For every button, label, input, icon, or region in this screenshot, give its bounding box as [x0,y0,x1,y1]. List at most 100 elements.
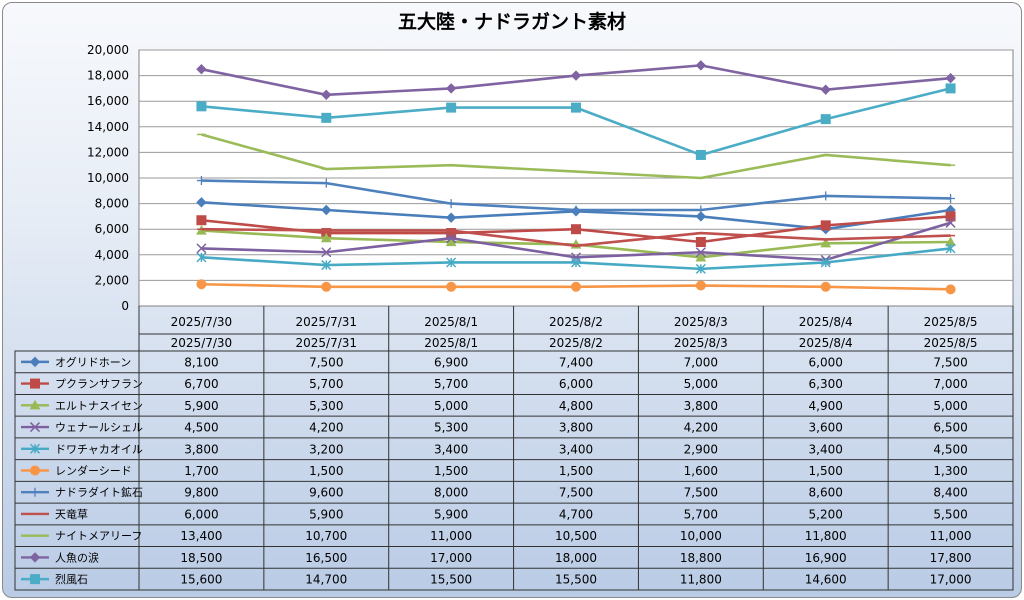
table-cell: 6,000 [809,355,843,369]
table-cell: 6,900 [434,355,468,369]
data-point [695,60,707,71]
data-point [571,102,581,113]
table-cell: 18,500 [180,551,222,565]
data-point [695,263,706,274]
table-cell: 9,800 [184,486,218,500]
data-point [196,197,207,208]
table-cell: 8,400 [933,486,967,500]
legend-label: ウェナールシェル [55,421,143,434]
table-cell: 3,400 [434,442,468,456]
data-point [445,236,457,247]
table-cell: 1,600 [684,464,718,478]
data-point [321,89,332,101]
data-point [945,72,956,84]
table-cell: 4,900 [809,399,843,413]
table-cell: 13,400 [180,529,222,543]
y-tick-label: 14,000 [87,120,129,134]
table-cell: 7,400 [559,355,593,369]
data-point [29,552,41,563]
data-point [945,284,956,295]
legend-label: ドワチャカオイル [55,443,143,456]
table-cell: 1,500 [559,464,593,478]
table-cell: 3,400 [559,442,593,456]
table-cell: 5,200 [809,507,843,521]
data-point [29,399,41,410]
data-point [321,260,332,271]
table-cell: 5,000 [434,399,468,413]
data-point [820,220,831,231]
table-cell: 1,300 [933,464,967,478]
data-point [321,247,332,258]
data-point [446,281,457,292]
data-point [196,243,207,254]
data-point [820,114,831,125]
table-cell: 5,000 [684,377,718,391]
table-cell: 18,800 [680,551,722,565]
data-point [30,574,40,585]
legend-label: ナイトメアリーフ [55,530,142,543]
data-point [570,70,582,81]
legend-label: プクランサフラン [55,378,143,391]
data-point [196,63,207,75]
data-point [695,237,706,247]
data-point [695,211,707,222]
data-point [821,191,831,201]
data-point [570,257,582,268]
data-point [820,84,831,95]
chart-title: 五大陸・ナドラガント素材 [398,10,626,33]
data-point [320,232,332,243]
x-tick-label: 2025/8/4 [799,315,853,329]
table-cell: 4,200 [309,421,343,435]
table-cell: 11,800 [805,529,847,543]
data-point [446,199,456,209]
table-cell: 5,500 [933,507,967,521]
data-point [196,279,207,290]
table-cell: 6,000 [184,507,218,521]
legend-label: 天竜草 [55,507,88,521]
data-point [945,211,956,222]
data-point [820,281,831,292]
data-point [695,247,706,258]
data-point [445,83,457,94]
data-point [30,465,40,476]
table-cell: 15,500 [555,573,597,587]
table-header-cell: 2025/8/5 [924,336,978,350]
data-point [196,101,207,112]
x-tick-label: 2025/7/30 [171,315,233,329]
data-point [945,83,956,94]
data-point [695,251,707,262]
y-tick-label: 2,000 [95,273,129,287]
y-tick-label: 4,000 [95,248,129,262]
table-cell: 4,800 [559,399,593,413]
data-point [29,356,41,368]
table-cell: 1,500 [309,464,343,478]
table-cell: 7,500 [309,355,343,369]
data-point [321,204,332,216]
table-cell: 4,200 [684,421,718,435]
table-cell: 1,500 [434,464,468,478]
table-cell: 5,300 [309,399,343,413]
table-cell: 17,000 [930,573,972,587]
table-cell: 5,700 [309,377,343,391]
legend-label: オグリドホーン [55,355,131,369]
legend-label: レンダーシード [55,464,132,478]
table-cell: 3,800 [559,421,593,435]
data-point [820,257,831,268]
data-point [571,205,581,215]
table-cell: 11,000 [430,529,472,543]
table-cell: 11,800 [680,573,722,587]
x-tick-label: 2025/7/31 [296,315,358,329]
table-cell: 17,000 [430,551,472,565]
table-cell: 17,800 [930,551,972,565]
table-cell: 5,700 [684,507,718,521]
table-cell: 6,000 [559,377,593,391]
table-cell: 5,000 [933,399,967,413]
data-point [29,443,41,454]
table-cell: 7,000 [933,377,967,391]
data-point [945,217,956,228]
table-cell: 15,500 [430,573,472,587]
data-point [696,205,706,215]
data-point [945,243,956,254]
table-cell: 10,000 [680,529,722,543]
table-cell: 7,500 [559,486,593,500]
